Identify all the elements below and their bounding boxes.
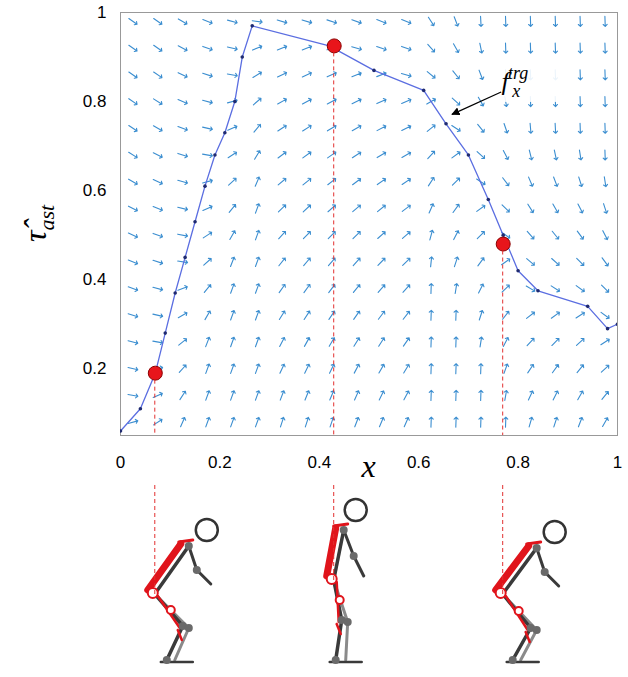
svg-text:1: 1 <box>97 3 106 22</box>
svg-text:0.6: 0.6 <box>407 453 431 472</box>
svg-text:0.4: 0.4 <box>83 270 107 289</box>
svg-text:x: x <box>360 448 375 484</box>
svg-text:x: x <box>511 81 520 101</box>
svg-text:0.2: 0.2 <box>83 359 107 378</box>
svg-text:0.2: 0.2 <box>208 453 232 472</box>
svg-text:τ̂ast: τ̂ast <box>17 204 59 242</box>
svg-text:0: 0 <box>116 453 125 472</box>
svg-text:0.6: 0.6 <box>83 181 107 200</box>
svg-text:trg: trg <box>508 63 528 83</box>
svg-text:0.4: 0.4 <box>307 453 331 472</box>
svg-text:0.8: 0.8 <box>83 92 107 111</box>
svg-text:0.8: 0.8 <box>506 453 530 472</box>
svg-text:1: 1 <box>613 453 622 472</box>
